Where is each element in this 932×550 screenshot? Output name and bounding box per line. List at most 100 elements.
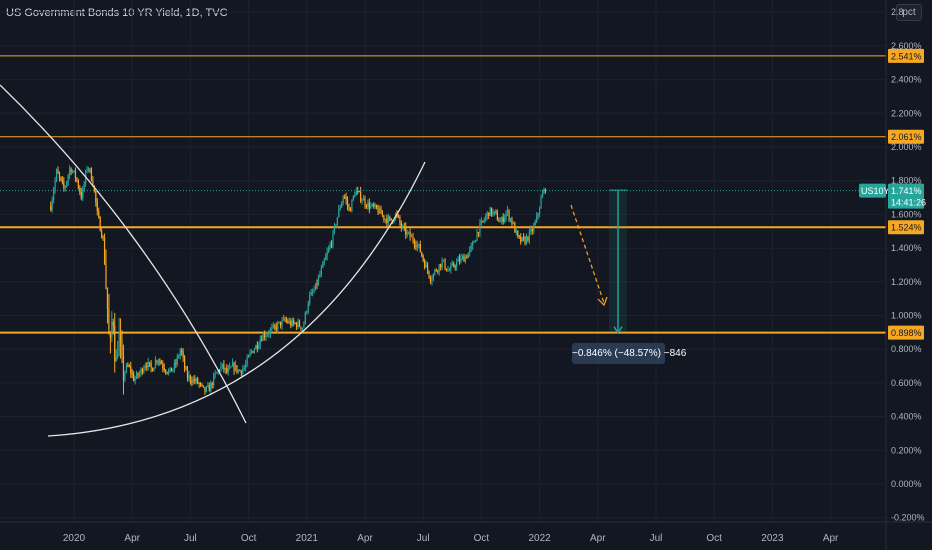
price-tick-label: 0.200%: [891, 445, 922, 455]
candle-body: [249, 351, 251, 356]
price-tick-label: 0.800%: [891, 344, 922, 354]
candle-body: [320, 267, 322, 275]
horizontal-levels[interactable]: [0, 55, 886, 334]
candle-body: [176, 356, 178, 364]
candle-body: [518, 235, 520, 237]
candle-body: [234, 365, 237, 371]
scale-button[interactable]: pct: [896, 4, 922, 21]
candle-body: [53, 190, 55, 200]
candle-body: [506, 210, 509, 212]
candle-body: [498, 220, 500, 222]
candle-body: [441, 260, 443, 268]
candle-body: [328, 248, 330, 253]
price-axis[interactable]: -0.200% 0.000% 0.200% 0.400% 0.600% 0.800% 1.0…: [885, 0, 925, 550]
candle-body: [322, 262, 324, 268]
candle-body: [153, 367, 155, 372]
candle-body: [450, 265, 452, 271]
candle-body: [509, 218, 512, 220]
candle-body: [412, 236, 414, 241]
candle-body: [130, 366, 132, 374]
time-tick-label: Jul: [184, 533, 197, 544]
candle-body: [150, 363, 152, 369]
candle-body: [326, 252, 328, 257]
candle-body: [253, 349, 256, 353]
candle-body: [479, 223, 481, 234]
candle-body: [485, 216, 487, 220]
candle-body: [115, 357, 117, 362]
candle-body: [360, 191, 362, 201]
candle-body: [197, 378, 199, 384]
candle-body: [198, 383, 200, 385]
candle-body: [265, 335, 267, 338]
candle-body: [416, 244, 418, 248]
chart-title: US Government Bonds 10 YR Yield, 1D, TVC: [6, 7, 228, 19]
candle-body: [368, 202, 370, 209]
candle-body: [147, 362, 149, 368]
candle-body: [338, 208, 340, 218]
candle-body: [105, 263, 107, 288]
candle-body: [390, 218, 392, 221]
candle-body: [74, 170, 77, 178]
candle-body: [314, 283, 317, 291]
candle-body: [261, 339, 263, 341]
candle-body: [357, 190, 359, 192]
candle-body: [467, 252, 469, 258]
candle-body: [181, 350, 183, 353]
candle-body: [214, 373, 216, 376]
candle-body: [370, 205, 372, 209]
candle-body: [124, 371, 126, 381]
candle-body: [400, 223, 402, 228]
candle-body: [431, 279, 433, 282]
candle-body: [268, 333, 270, 335]
last-price-label: 1.741%: [891, 186, 922, 196]
candle-body: [51, 199, 53, 211]
price-tick-label: -0.200%: [891, 513, 925, 523]
candle-body: [393, 219, 395, 222]
price-tick-label: 1.400%: [891, 243, 922, 253]
candle-body: [189, 375, 191, 381]
candle-body: [144, 365, 146, 369]
price-tick-label: 0.400%: [891, 412, 922, 422]
candle-body: [229, 366, 231, 369]
candle-body: [477, 232, 480, 234]
candle-body: [294, 323, 296, 325]
candle-body: [278, 321, 280, 324]
candle-body: [226, 368, 228, 373]
candle-body: [256, 345, 258, 349]
candle-body: [166, 371, 168, 374]
candle-body: [447, 270, 449, 272]
candle-body: [255, 345, 257, 350]
candle-body: [505, 211, 507, 217]
candle-body: [504, 216, 506, 222]
candle-body: [298, 321, 301, 327]
candle-body: [346, 200, 349, 206]
price-tick-label: 0.600%: [891, 378, 922, 388]
candle-body: [218, 370, 221, 372]
candle-body: [524, 238, 526, 244]
time-tick-label: 2022: [528, 533, 551, 544]
candle-body: [73, 170, 75, 172]
candle-body: [528, 231, 531, 241]
candle-body: [410, 236, 413, 238]
candle-body: [425, 264, 427, 268]
level-price-badge: [888, 325, 924, 340]
time-tick-label: Oct: [706, 533, 722, 544]
candle-body: [175, 363, 177, 365]
candle-body: [301, 328, 304, 330]
candle-body: [285, 320, 288, 322]
candle-body: [374, 205, 376, 207]
price-tick-label: 1.200%: [891, 277, 922, 287]
candle-body: [54, 180, 56, 191]
candle-body: [133, 373, 135, 381]
candle-body: [358, 190, 360, 192]
candle-body: [70, 168, 72, 173]
candle-body: [482, 220, 484, 222]
drawings[interactable]: [0, 84, 886, 437]
candle-body: [280, 321, 282, 326]
price-tick-label: 1.800%: [891, 176, 922, 186]
price-tick-label: 2.600%: [891, 41, 922, 51]
time-axis[interactable]: 2020 Apr Jul Oct 2021 Apr Jul Oct 2022 Apr Jul Oct 2…: [0, 521, 932, 544]
candle-body: [149, 362, 151, 364]
projection-arrowhead: [597, 296, 608, 307]
